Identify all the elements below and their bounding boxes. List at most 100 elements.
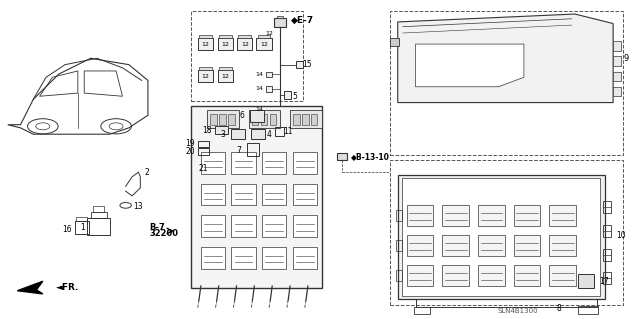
Bar [442, 235, 469, 256]
Bar [252, 114, 258, 125]
Bar [191, 11, 303, 101]
Bar [302, 114, 308, 125]
Bar [478, 265, 505, 286]
Bar [211, 114, 217, 125]
Bar [232, 215, 255, 237]
Bar [292, 184, 317, 205]
Text: 12: 12 [202, 42, 209, 47]
Bar [578, 306, 598, 314]
Text: 9: 9 [623, 54, 628, 63]
Bar [266, 86, 272, 92]
Text: ◄FR.: ◄FR. [56, 283, 79, 292]
Bar [578, 274, 594, 287]
Bar [199, 35, 212, 38]
Bar [613, 41, 621, 51]
Bar [293, 114, 300, 125]
Bar [220, 35, 232, 38]
Text: 11: 11 [284, 127, 293, 136]
Text: 10: 10 [616, 231, 626, 240]
Bar [549, 235, 576, 256]
Text: SLN4B1300: SLN4B1300 [497, 308, 538, 314]
Bar [250, 109, 264, 122]
Text: 2: 2 [144, 168, 149, 177]
Bar [284, 91, 291, 100]
Text: 7: 7 [237, 145, 241, 154]
Bar [337, 152, 348, 160]
Bar [276, 16, 283, 19]
Bar [478, 205, 505, 226]
Bar [257, 35, 270, 38]
Bar [237, 38, 252, 50]
Bar [549, 265, 576, 286]
Text: ◆B-13-10: ◆B-13-10 [351, 152, 390, 161]
Bar [292, 215, 317, 237]
Bar [396, 270, 401, 281]
Bar [613, 71, 621, 81]
Bar [406, 265, 433, 286]
Bar [262, 247, 286, 269]
Text: 4: 4 [267, 130, 271, 139]
Bar [207, 110, 239, 128]
Text: 12: 12 [221, 73, 230, 78]
Text: 21: 21 [199, 165, 209, 174]
Text: 8: 8 [557, 304, 561, 313]
Bar [311, 114, 317, 125]
Bar [239, 35, 251, 38]
Bar [401, 178, 600, 296]
Bar [603, 272, 611, 285]
Bar [220, 67, 232, 70]
Text: B-7: B-7 [149, 223, 165, 232]
Bar [220, 114, 226, 125]
Text: 14: 14 [255, 107, 264, 112]
Polygon shape [17, 281, 43, 294]
Bar [266, 71, 272, 77]
Bar [198, 141, 209, 147]
Bar [199, 67, 212, 70]
Bar [198, 70, 213, 82]
Bar [478, 235, 505, 256]
Text: 17: 17 [599, 277, 609, 286]
Bar [232, 152, 255, 174]
Bar [248, 110, 280, 128]
Bar [269, 114, 276, 125]
Bar [228, 114, 235, 125]
Bar [274, 19, 285, 27]
Bar [406, 205, 433, 226]
Text: ◆E-7: ◆E-7 [291, 16, 314, 25]
Bar [406, 235, 433, 256]
Bar [76, 217, 88, 220]
Bar [215, 126, 228, 134]
Bar [442, 265, 469, 286]
Bar [397, 175, 605, 299]
Bar [390, 11, 623, 155]
Text: 12: 12 [221, 42, 230, 47]
Text: 12: 12 [241, 42, 249, 47]
Bar [231, 129, 245, 139]
Bar [232, 184, 255, 205]
Bar [514, 265, 540, 286]
Text: 14: 14 [255, 72, 264, 77]
Bar [275, 127, 284, 136]
Bar [549, 205, 576, 226]
Bar [251, 130, 265, 139]
Bar [603, 225, 611, 237]
Polygon shape [397, 14, 613, 103]
Bar [296, 61, 303, 68]
Text: 1: 1 [81, 223, 85, 232]
Text: 6: 6 [240, 111, 244, 120]
Bar [514, 235, 540, 256]
Bar [390, 160, 623, 305]
Bar [91, 212, 106, 218]
Text: 19: 19 [185, 139, 195, 148]
Text: 16: 16 [62, 225, 72, 234]
Bar [396, 240, 401, 251]
Bar [514, 205, 540, 226]
Text: 3: 3 [221, 130, 225, 139]
Text: 12: 12 [202, 73, 209, 78]
Bar [88, 218, 109, 235]
Bar [603, 201, 611, 213]
Bar [93, 206, 104, 212]
Bar [201, 184, 225, 205]
Bar [260, 114, 267, 125]
Polygon shape [415, 44, 524, 87]
